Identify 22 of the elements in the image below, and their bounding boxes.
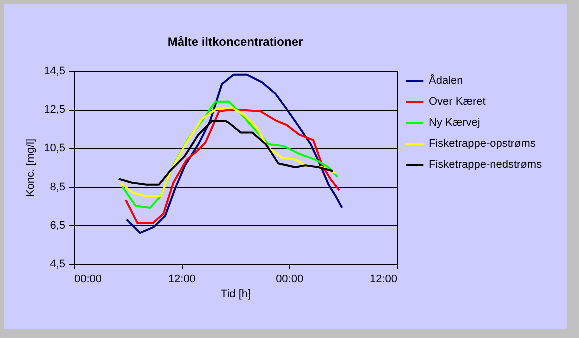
line-series [120,106,337,198]
y-tick-label: 14,5 [44,66,66,78]
y-tick-label: 8,5 [50,181,66,194]
chart-title: Målte iltkoncentrationer [168,35,304,49]
legend-label: Ny Kærvej [429,117,480,129]
legend-label: Fisketrappe-nedstrøms [429,159,543,171]
y-tick-label: 6,5 [50,220,66,232]
line-series [125,108,341,224]
x-tick-label: 12:00 [168,274,196,286]
x-tick-label: 00:00 [74,274,102,286]
x-tick-label: 12:00 [370,274,398,286]
legend-label: Over Kæret [429,96,486,108]
y-tick-label: 4,5 [50,258,66,270]
line-series [126,74,344,234]
y-tick-label: 12,5 [44,104,66,116]
legend-label: Fisketrappe-opstrøms [429,138,536,150]
legend-label: Ådalen [429,74,464,87]
x-tick-label: 00:00 [276,274,304,286]
line-series [121,100,339,210]
x-axis-title: Tid [h] [220,288,252,300]
y-tick-label: 10,5 [44,142,66,155]
y-axis-title: Konc. [mg/l] [25,138,38,198]
